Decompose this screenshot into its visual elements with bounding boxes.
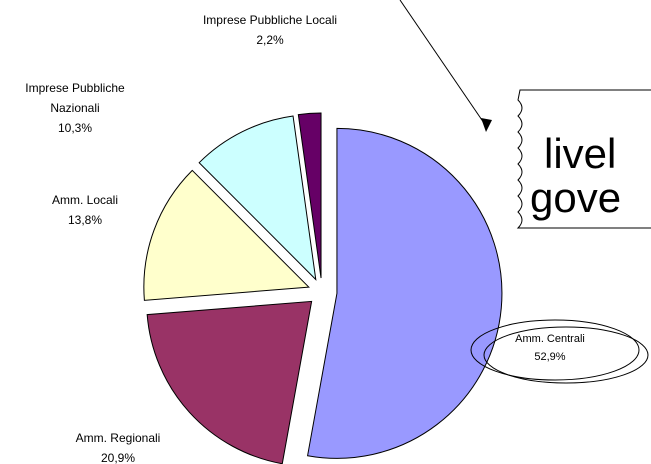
pie-slice — [146, 300, 313, 464]
pie-slice — [297, 112, 322, 279]
arrow — [399, 0, 487, 127]
annotation: gove — [530, 174, 621, 221]
slice-category: Imprese Pubbliche Locali — [202, 13, 338, 27]
pie-slice — [143, 169, 310, 301]
annotation: livel — [544, 130, 616, 177]
slice-label: Imprese Pubbliche Locali 2,2% — [200, 10, 340, 50]
slice-value: 52,9% — [534, 351, 566, 363]
slice-category: Amm. Locali — [51, 193, 119, 207]
callout-box — [516, 89, 651, 229]
slice-value: 2,2% — [256, 33, 284, 47]
slice-label: Amm. Centrali 52,9% — [490, 330, 610, 366]
pie-slice — [198, 115, 317, 281]
slice-value: 10,3% — [57, 121, 93, 135]
slice-category: Imprese Pubbliche Nazionali — [25, 81, 125, 115]
arrow-head — [481, 118, 492, 132]
slice-label: Amm. Regionali 20,9% — [48, 428, 188, 464]
highlight-ellipse — [483, 326, 649, 384]
pie-slice — [306, 127, 503, 459]
slice-label: Imprese Pubbliche Nazionali 10,3% — [10, 78, 140, 138]
highlight-ellipse — [470, 319, 640, 381]
slice-label: Amm. Locali 13,8% — [15, 190, 155, 230]
slice-category: Amm. Regionali — [75, 431, 161, 445]
slice-value: 20,9% — [100, 451, 136, 464]
slice-value: 13,8% — [67, 213, 103, 227]
slice-category: Amm. Centrali — [515, 333, 585, 345]
